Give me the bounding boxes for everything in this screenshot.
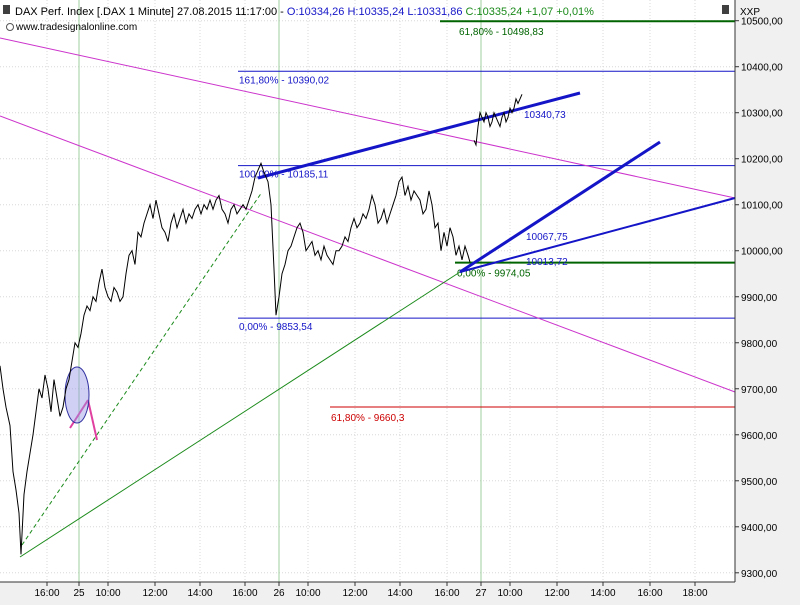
x-tick-label: 16:00 bbox=[434, 588, 459, 599]
price-annotation: 10067,75 bbox=[526, 232, 568, 243]
panel-close-button[interactable] bbox=[722, 5, 729, 14]
header-title-text: DAX Perf. Index [.DAX 1 Minute] 27.08.20… bbox=[15, 6, 287, 18]
y-tick-label: 9400,00 bbox=[741, 523, 778, 534]
fib-level-label: 0,00% - 9853,54 bbox=[239, 322, 313, 333]
x-tick-label: 10:00 bbox=[95, 588, 120, 599]
x-tick-label: 16:00 bbox=[637, 588, 662, 599]
x-tick-label: 12:00 bbox=[342, 588, 367, 599]
y-tick-label: 10500,00 bbox=[741, 17, 783, 28]
grid bbox=[0, 0, 735, 582]
watermark: www.tradesignalonline.com bbox=[15, 22, 137, 33]
price-annotation: 10013,72 bbox=[526, 257, 568, 268]
x-tick-label: 10:00 bbox=[295, 588, 320, 599]
fibonacci-levels: 61,80% - 10498,83 161,80% - 10390,02 100,0… bbox=[238, 20, 735, 424]
dashed-trendline bbox=[21, 191, 263, 546]
y-axis: 9300,00 9400,00 9500,00 9600,00 9700,00 9800,… bbox=[734, 0, 783, 582]
y-tick-label: 10200,00 bbox=[741, 155, 783, 166]
support-trendline bbox=[19, 271, 461, 558]
plot-background bbox=[0, 0, 735, 582]
x-tick-label: 16:00 bbox=[232, 588, 257, 599]
y-tick-label: 9600,00 bbox=[741, 431, 778, 442]
header-change: C:10335,24 +1,07 +0,01% bbox=[466, 6, 595, 18]
x-tick-label: 14:00 bbox=[187, 588, 212, 599]
trendlines bbox=[0, 37, 736, 558]
x-tick-label: 25 bbox=[73, 588, 85, 599]
y-tick-label: 10100,00 bbox=[741, 201, 783, 212]
x-tick-label: 27 bbox=[475, 588, 487, 599]
x-tick-label: 10:00 bbox=[497, 588, 522, 599]
channel-line-lower bbox=[0, 115, 736, 393]
header-title: DAX Perf. Index [.DAX 1 Minute] 27.08.20… bbox=[15, 6, 594, 18]
y-tick-label: 10400,00 bbox=[741, 63, 783, 74]
x-tick-label: 18:00 bbox=[682, 588, 707, 599]
x-tick-label: 14:00 bbox=[590, 588, 615, 599]
fib-level-label: 100,00% - 10185,11 bbox=[239, 170, 329, 181]
scroll-button[interactable] bbox=[3, 5, 10, 14]
y-tick-label: 9800,00 bbox=[741, 339, 778, 350]
globe-icon bbox=[6, 23, 14, 31]
y-tick-label: 9500,00 bbox=[741, 477, 778, 488]
fib-level-label: 0,00% - 9974,05 bbox=[457, 269, 531, 280]
price-line bbox=[0, 161, 471, 555]
shallow-trendline bbox=[459, 197, 736, 273]
price-annotation: 10340,73 bbox=[524, 110, 566, 121]
header: DAX Perf. Index [.DAX 1 Minute] 27.08.20… bbox=[3, 5, 760, 33]
header-ohlc: O:10334,26 H:10335,24 L:10331,86 bbox=[287, 6, 463, 18]
pink-marker-left bbox=[69, 399, 89, 429]
annotations: 10340,73 10067,75 10013,72 bbox=[524, 110, 568, 268]
fib-level-label: 61,80% - 10498,83 bbox=[459, 27, 544, 38]
price-series bbox=[0, 94, 523, 555]
steep-trendline bbox=[459, 140, 661, 274]
x-tick-label: 12:00 bbox=[142, 588, 167, 599]
x-tick-label: 14:00 bbox=[387, 588, 412, 599]
y-tick-label: 9900,00 bbox=[741, 293, 778, 304]
y-tick-label: 9300,00 bbox=[741, 569, 778, 580]
symbol-label: XXP bbox=[740, 7, 760, 18]
x-tick-label: 16:00 bbox=[34, 588, 59, 599]
x-tick-label: 12:00 bbox=[544, 588, 569, 599]
price-line-session-27 bbox=[473, 94, 523, 147]
y-tick-label: 10300,00 bbox=[741, 109, 783, 120]
x-axis: 16:00 25 10:00 12:00 14:00 16:00 26 10:00 12:00 1… bbox=[0, 581, 735, 599]
pink-marker-right bbox=[87, 399, 98, 441]
y-tick-label: 10000,00 bbox=[741, 247, 783, 258]
highlight-ellipse bbox=[64, 366, 90, 424]
x-tick-label: 26 bbox=[273, 588, 285, 599]
fib-level-label: 61,80% - 9660,3 bbox=[331, 413, 405, 424]
fib-level-label: 161,80% - 10390,02 bbox=[239, 75, 330, 86]
upper-channel-line bbox=[257, 91, 581, 180]
y-tick-label: 9700,00 bbox=[741, 385, 778, 396]
